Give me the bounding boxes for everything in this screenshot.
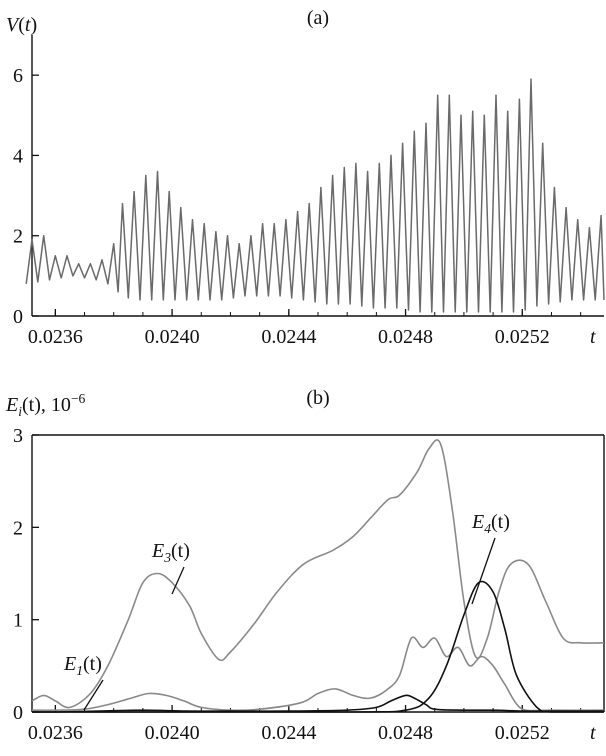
panel-a-chart: 0.0236 0.0240 0.0244 0.0248 0.0252 0 2 4 6 t (a) V(… <box>6 7 605 348</box>
panel-a-peak-point <box>113 243 115 245</box>
panel-a-peak-point <box>31 239 33 241</box>
panel-a-peak-point <box>460 114 462 116</box>
panel-a-x-tick-label: 0.0236 <box>28 326 83 348</box>
panel-b-series-e1-line <box>32 694 604 713</box>
panel-a-peak-point <box>78 263 80 265</box>
panel-a-x-axis-label: t <box>590 326 596 348</box>
panel-a-peak-point <box>262 223 264 225</box>
panel-a-peak-point <box>448 94 450 96</box>
panel-a-peak-point <box>308 203 310 205</box>
panel-a-peak-point <box>203 223 205 225</box>
panel-a-peak-point <box>121 203 124 205</box>
panel-a-peak-point <box>191 219 194 221</box>
panel-b-e1-leader <box>83 679 104 711</box>
panel-a-peak-point <box>495 94 497 96</box>
panel-a-peak-point <box>297 211 299 213</box>
panel-a-x-tick-label: 0.0248 <box>378 326 433 348</box>
panel-a-peak-point <box>483 114 485 116</box>
panel-b-y-tick-label: 0 <box>13 702 23 724</box>
panel-b-series-e3-line <box>31 439 605 709</box>
panel-b-x-tick-label: 0.0240 <box>145 722 200 744</box>
panel-b-e4-label: E4(t) <box>471 511 510 536</box>
panel-a-x-tick-label: 0.0240 <box>145 326 200 348</box>
panel-b-e1-label: E1(t) <box>63 653 102 678</box>
panel-a-peak-point <box>425 122 427 124</box>
panel-a-peak-point <box>530 78 532 80</box>
panel-a-peak-point <box>553 186 556 189</box>
panel-b-x-tick-label: 0.0236 <box>28 722 83 744</box>
panel-a-peak-point <box>390 154 392 156</box>
panel-a-peak-point <box>600 215 602 217</box>
panel-a-peak-point <box>332 174 334 177</box>
panel-a-x-tick-label: 0.0244 <box>261 326 316 348</box>
panel-a-peak-point <box>180 207 182 209</box>
panel-a-y-tick-label: 6 <box>13 65 23 87</box>
panel-a-y-tick-label: 0 <box>13 306 23 328</box>
panel-a-peak-point <box>565 207 567 209</box>
panel-a-peak-point <box>89 263 91 265</box>
panel-a-peak-point <box>215 231 217 233</box>
panel-a-peak-point <box>367 170 369 173</box>
panel-a-peak-point <box>43 235 45 237</box>
panel-b-series-e4-line <box>32 580 604 713</box>
panel-a-y-axis-label: V(t) <box>6 14 37 36</box>
panel-b-e3-label: E3(t) <box>151 540 190 565</box>
panel-b-series-e2-line <box>31 636 605 712</box>
panel-a-peak-point <box>250 235 252 237</box>
panel-a-series-line <box>25 78 605 313</box>
panel-b-x-tick-label: 0.0252 <box>495 722 550 744</box>
panel-b-e4-leader <box>471 537 496 605</box>
panel-b-y-tick-label: 1 <box>13 610 23 632</box>
panel-a-peak-point <box>226 235 229 237</box>
panel-a-peak-point <box>320 186 322 189</box>
panel-a-peak-point <box>133 191 135 193</box>
panel-a-peak-point <box>238 243 240 245</box>
panel-a-peak-point <box>518 98 521 100</box>
panel-a-peak-point <box>168 191 170 193</box>
panel-a-peak-point <box>54 255 56 257</box>
panel-a-peak-point <box>588 227 591 229</box>
panel-a-x-tick-label: 0.0252 <box>495 326 550 348</box>
panel-a-peak-point <box>378 162 380 165</box>
panel-a-peak-point <box>156 170 159 173</box>
panel-b-x-axis-label: t <box>590 722 596 744</box>
panel-a-peak-point <box>413 130 415 132</box>
panel-a-peak-point <box>437 94 439 96</box>
panel-a-panel-label: (a) <box>307 7 329 29</box>
panel-b-y-axis-label: Ei(t), 10−6 <box>5 391 86 419</box>
panel-a-peak-point <box>145 174 147 177</box>
panel-b-panel-label: (b) <box>306 387 329 409</box>
panel-b-e3-leader <box>171 566 185 595</box>
panel-a-peak-point <box>577 219 579 221</box>
panel-a-peak-point <box>343 166 345 169</box>
panel-b-y-tick-label: 3 <box>13 425 23 447</box>
panel-a-peak-point <box>402 142 404 144</box>
panel-b-y-tick-label: 2 <box>13 517 23 539</box>
panel-a-peak-point <box>472 110 474 112</box>
panel-a-peak-point <box>285 219 287 221</box>
panel-a-peak-point <box>273 223 275 225</box>
panel-a-peak-point <box>101 259 103 261</box>
panel-a-peak-point <box>507 110 509 112</box>
panel-a-peak-point <box>355 162 357 165</box>
panel-a-peak-point <box>542 142 544 144</box>
panel-a-y-tick-label: 2 <box>13 226 23 248</box>
panel-a-y-tick-label: 4 <box>13 145 23 167</box>
panel-b-chart: 0.0236 0.0240 0.0244 0.0248 0.0252 0 1 2 3 t (b) Ei… <box>5 387 605 744</box>
panel-b-x-tick-label: 0.0244 <box>261 722 316 744</box>
panel-b-x-tick-label: 0.0248 <box>378 722 433 744</box>
panel-a-peak-point <box>66 255 68 257</box>
